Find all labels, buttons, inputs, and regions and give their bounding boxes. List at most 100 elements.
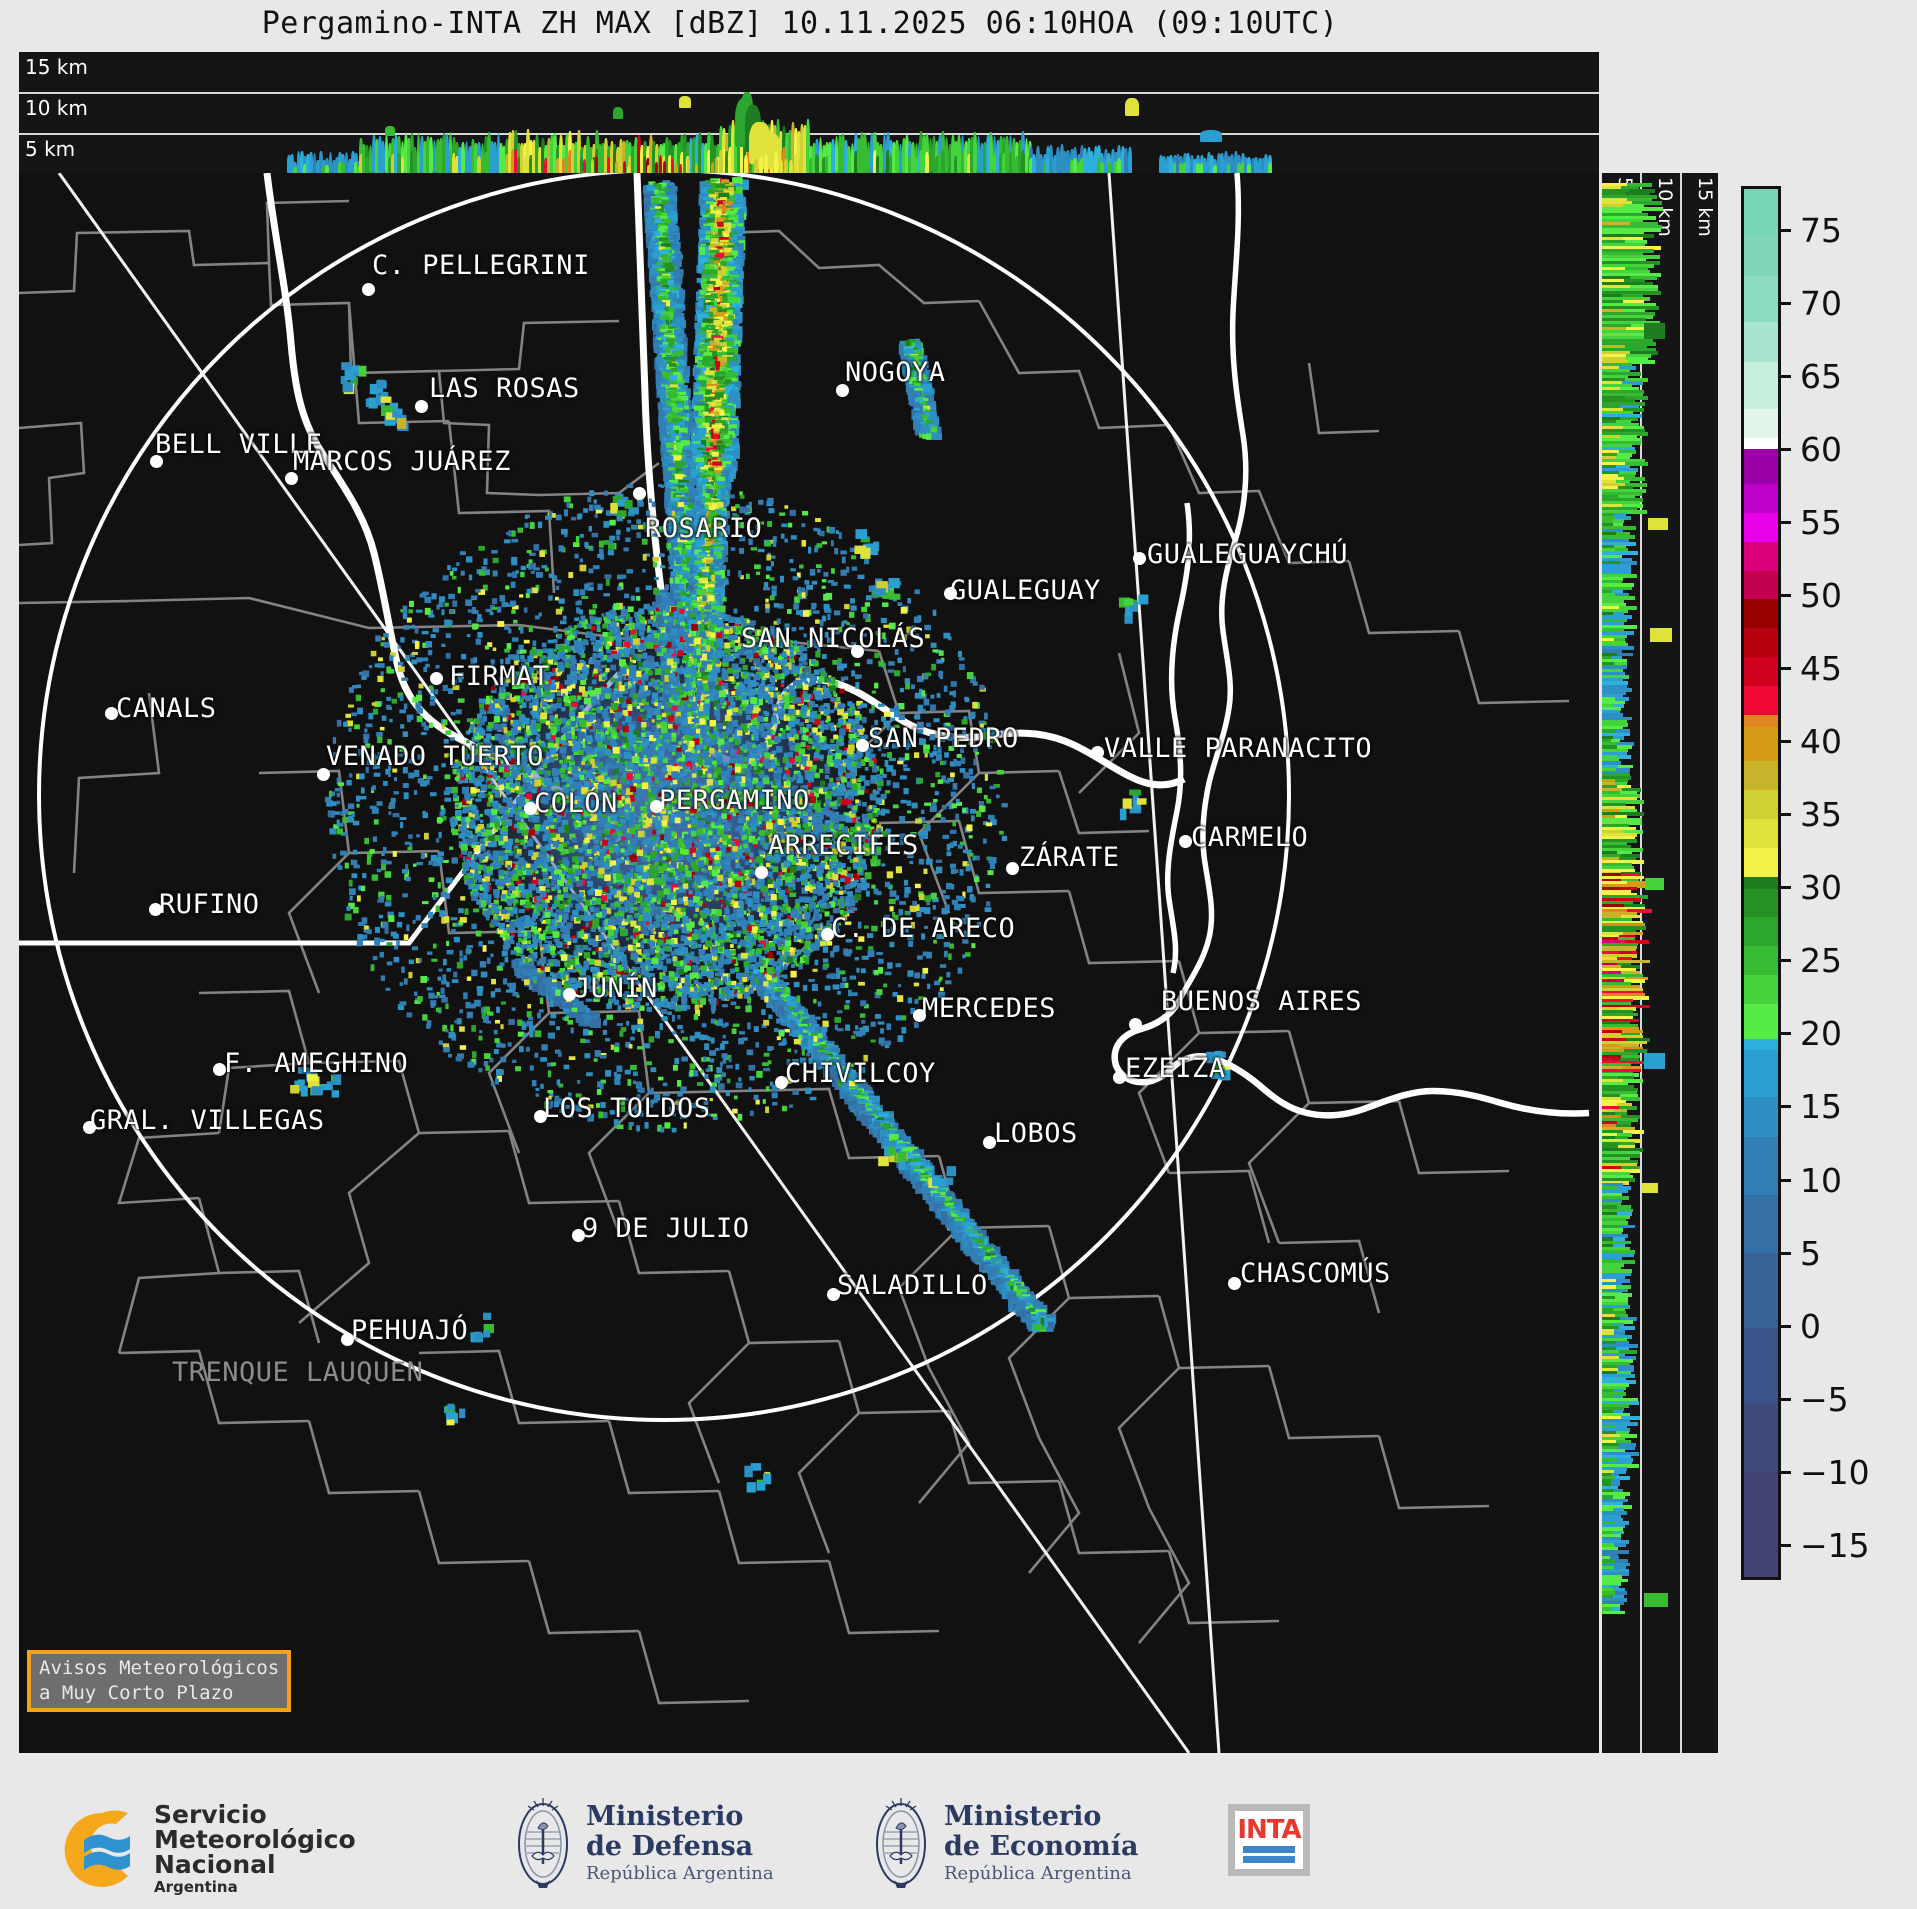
- xsec-echo: [1066, 149, 1071, 173]
- echo-pixel: [697, 313, 709, 322]
- xsec-echo: [784, 158, 789, 173]
- echo-pixel: [673, 272, 681, 280]
- xsec-echo: [1199, 162, 1204, 173]
- echo-pixel: [659, 250, 670, 256]
- echo-pixel: [712, 461, 722, 469]
- xsec-echo: [1110, 149, 1115, 173]
- xsec-echo: [764, 154, 769, 173]
- xsec-echo: [1230, 153, 1235, 173]
- xsec-echo: [715, 156, 719, 173]
- xsec-echo: [505, 154, 509, 173]
- echo-pixel: [647, 214, 654, 221]
- xsec-echo: [315, 160, 320, 173]
- xsec-echo: [825, 155, 829, 173]
- xsec-echo: [919, 149, 923, 173]
- xsec-echo: [628, 156, 632, 173]
- echo-pixel: [709, 269, 718, 276]
- echo-pixel: [727, 257, 737, 263]
- echo-pixel: [723, 247, 733, 253]
- echo-pixel: [663, 461, 669, 469]
- xsec-echo: [442, 133, 446, 173]
- xsec-echo: [1117, 157, 1122, 173]
- echo-pixel: [711, 451, 719, 457]
- xsec-echo: [668, 154, 672, 173]
- xsec-echo: [1237, 163, 1242, 173]
- xsec-echo: [368, 144, 373, 173]
- echo-pixel: [675, 474, 685, 483]
- echo-pixel: [680, 440, 690, 446]
- echo-pixel: [700, 203, 706, 211]
- echo-pixel: [673, 518, 683, 527]
- xsec-echo: [818, 137, 823, 173]
- echo-pixel: [671, 433, 680, 439]
- xsec-echo: [711, 161, 715, 173]
- echo-pixel: [648, 261, 656, 269]
- echo-pixel: [669, 301, 677, 309]
- echo-pixel: [709, 307, 718, 315]
- echo-pixel: [712, 499, 721, 506]
- xsec-echo: [1039, 153, 1044, 173]
- echo-pixel: [650, 281, 661, 291]
- xsec-echo: [1264, 162, 1269, 173]
- echo-pixel: [717, 503, 727, 513]
- xsec-echo: [359, 153, 363, 173]
- xsec-echo: [885, 150, 890, 173]
- xsec-echo: [853, 150, 858, 173]
- echo-pixel: [655, 304, 666, 311]
- xsec-echo: [413, 146, 418, 173]
- xsec-echo: [335, 156, 339, 173]
- echo-pixel: [696, 277, 704, 284]
- radar-map-panel[interactable]: C. PELLEGRINI LAS ROSAS BELL VILLE MARCOS J…: [19, 173, 1599, 1753]
- xsec-echo: [347, 158, 352, 173]
- xsec-echo: [866, 142, 871, 173]
- echo-pixel: [703, 247, 710, 256]
- echo-pixel: [733, 207, 741, 213]
- echo-pixel: [682, 611, 690, 617]
- echo-pixel: [658, 404, 667, 414]
- xsec-echo: [439, 138, 443, 173]
- xsec-echo: [695, 133, 699, 173]
- xsec-echo: [303, 163, 307, 173]
- xsec-echo: [989, 132, 994, 173]
- echo-pixel: [664, 181, 670, 188]
- echo-pixel: [704, 370, 714, 380]
- xsec-echo: [831, 139, 836, 173]
- xsec-echo: [586, 135, 590, 173]
- echo-pixel: [697, 301, 703, 308]
- xsec-echo: [1114, 161, 1118, 173]
- echo-pixel: [674, 592, 680, 599]
- xsec-echo: [296, 150, 301, 173]
- xsec-echo: [580, 158, 584, 173]
- echo-pixel: [728, 424, 737, 431]
- xsec-echo: [325, 164, 330, 173]
- echo-pixel: [718, 206, 727, 215]
- xsec-echo: [1125, 97, 1139, 117]
- echo-pixel: [707, 378, 716, 386]
- xsec-echo: [1046, 157, 1050, 173]
- echo-pixel: [685, 556, 695, 564]
- echo-pixel: [724, 340, 734, 346]
- xsec-echo: [1011, 138, 1016, 173]
- echo-pixel: [722, 461, 732, 468]
- echo-pixel: [656, 211, 662, 217]
- echo-pixel: [725, 328, 734, 335]
- echo-pixel: [717, 280, 727, 288]
- echo-pixel: [709, 182, 716, 191]
- xsec-echo: [1124, 147, 1129, 173]
- xsec-echo: [319, 151, 323, 173]
- xsec-echo: [499, 143, 503, 173]
- echo-pixel: [705, 389, 713, 399]
- echo-pixel: [733, 186, 743, 195]
- echo-pixel: [674, 317, 685, 327]
- echo-pixel: [691, 410, 699, 420]
- echo-pixel: [665, 203, 673, 213]
- echo-pixel: [717, 228, 725, 238]
- xsec-echo: [744, 154, 749, 173]
- xsec-echo: [290, 153, 294, 173]
- echo-pixel: [731, 250, 738, 259]
- xsec-echo: [698, 132, 702, 173]
- echo-pixel: [697, 380, 707, 391]
- echo-pixel: [732, 286, 742, 295]
- map-vector-layer: [19, 173, 1599, 1753]
- xsec-echo: [713, 157, 717, 173]
